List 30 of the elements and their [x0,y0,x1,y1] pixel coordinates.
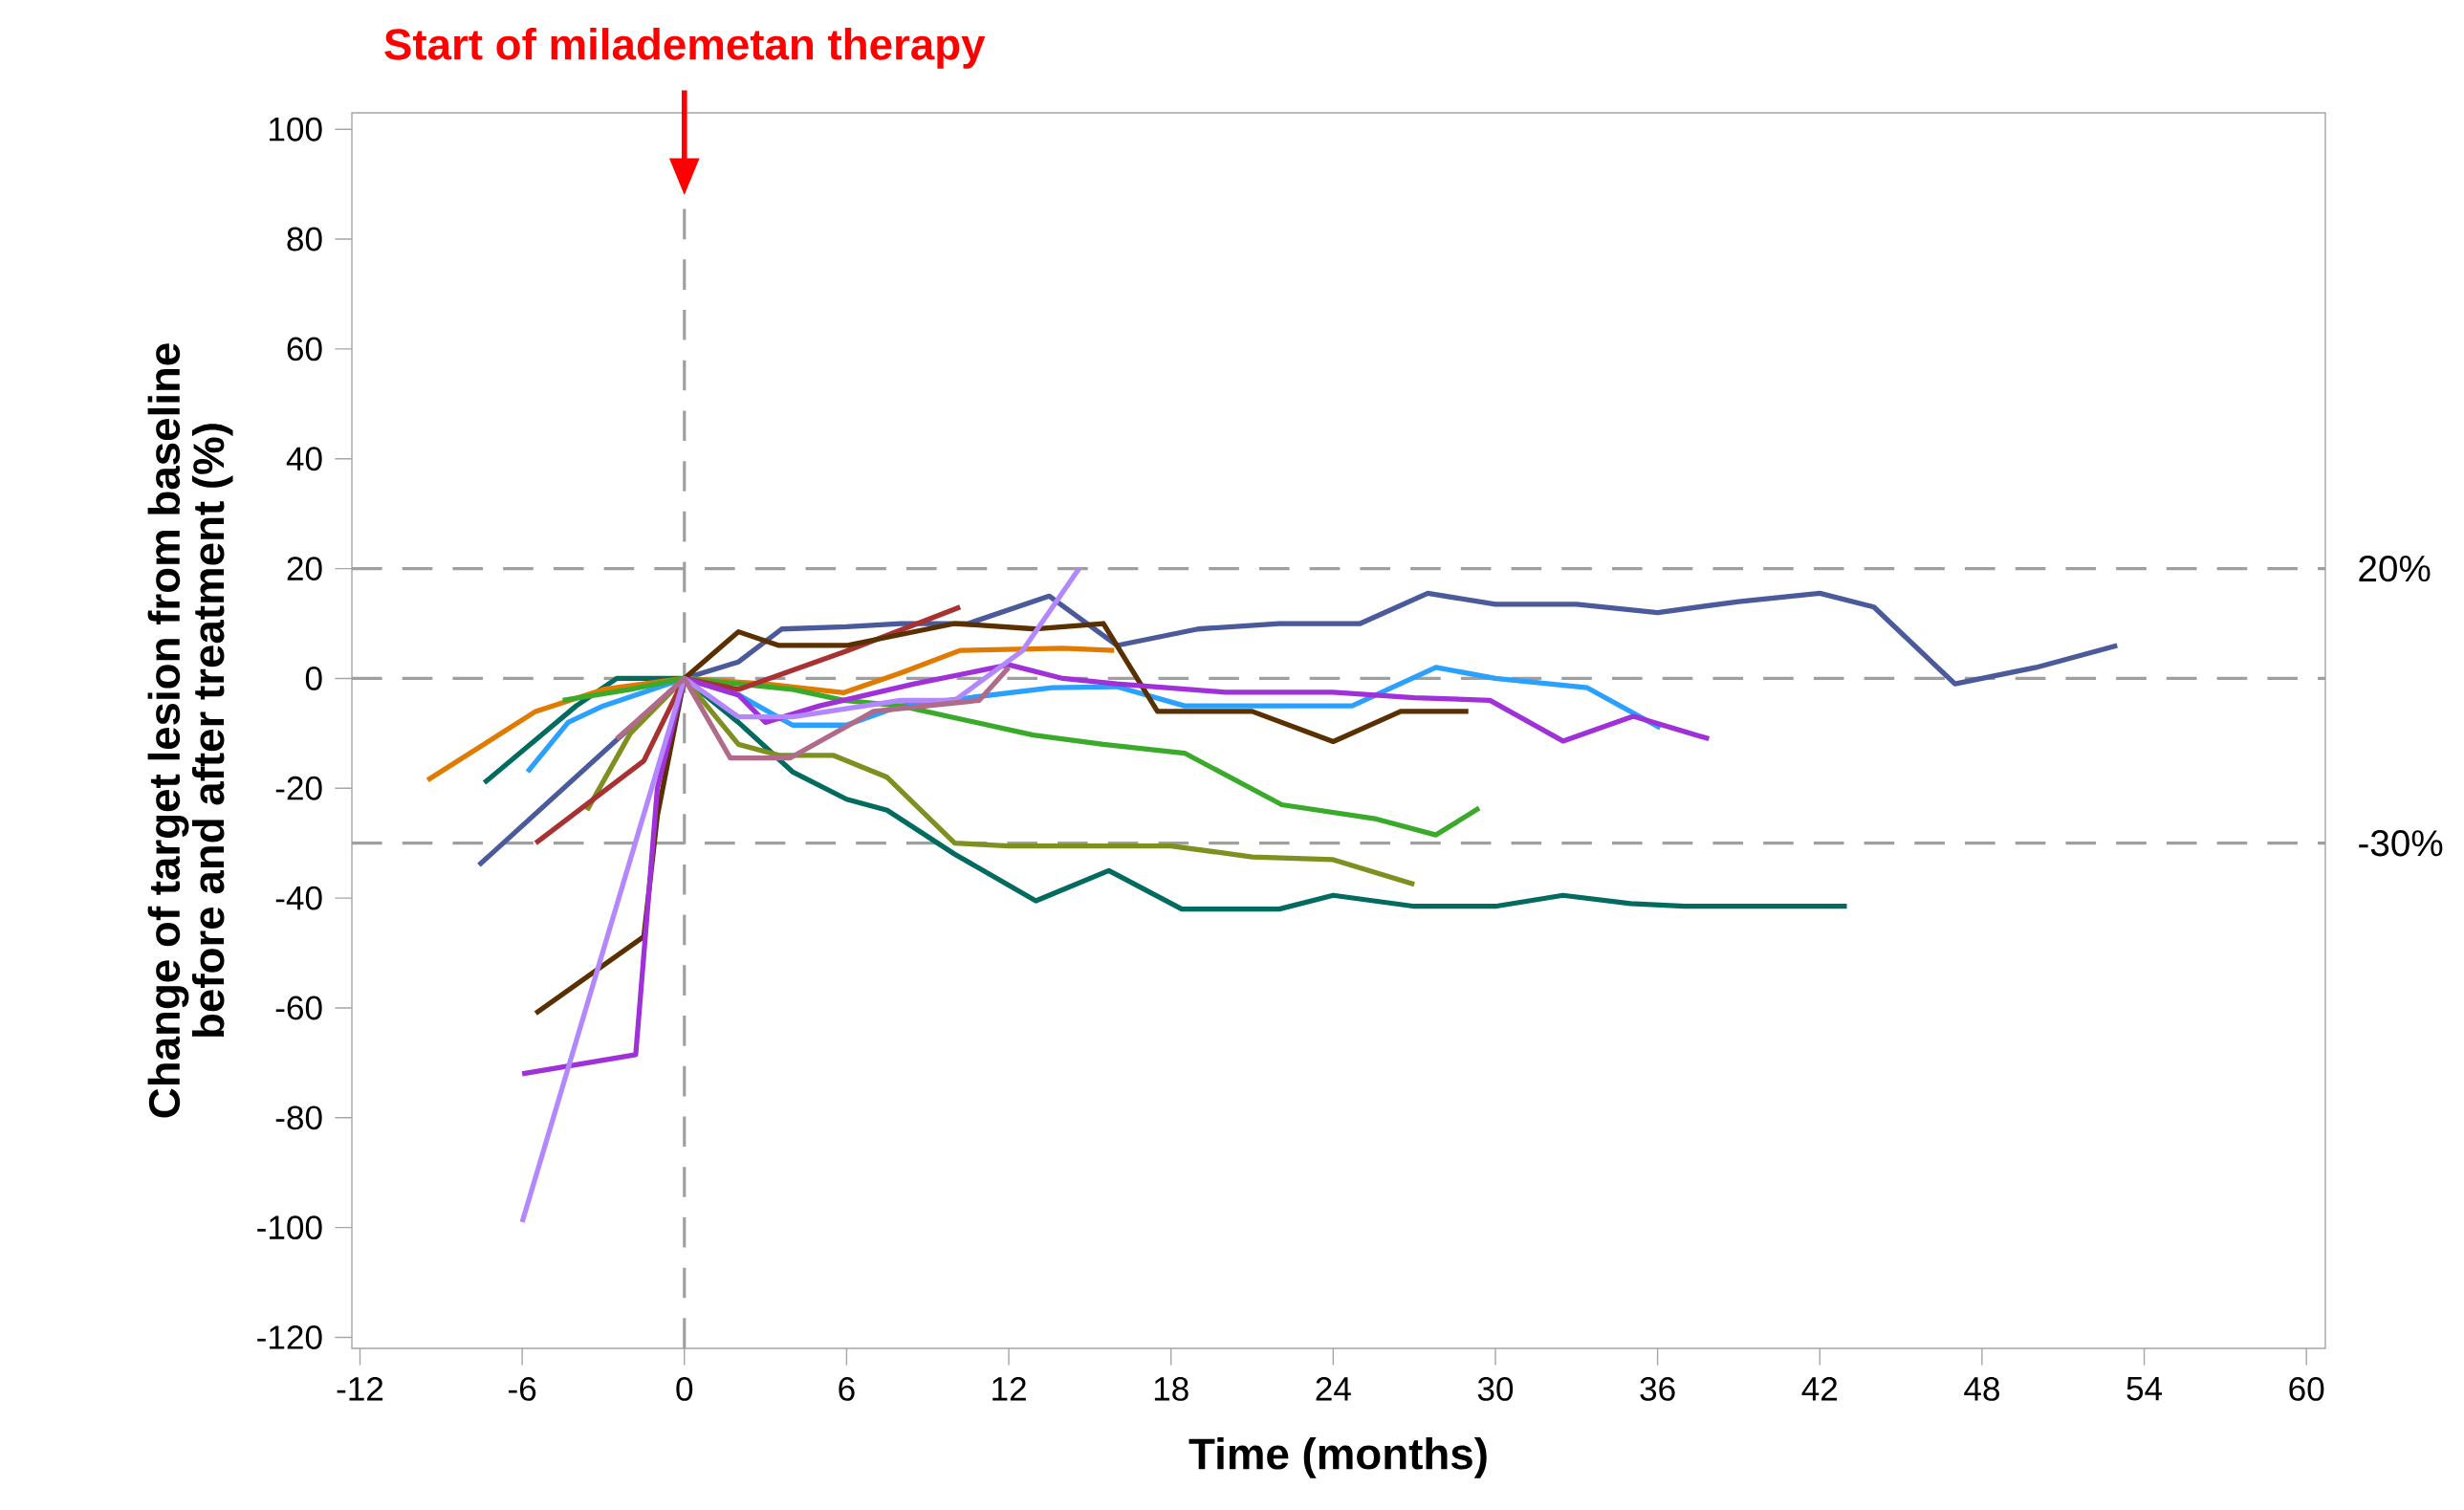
y-tick-label: 0 [305,667,322,690]
x-tick-label: 18 [1154,1376,1188,1401]
y-tick-label: -120 [257,1325,322,1349]
x-tick-label: 30 [1477,1376,1514,1401]
x-tick-label: 54 [2126,1376,2163,1401]
y-tick-label: 60 [287,337,322,361]
x-tick-label: 0 [676,1376,693,1401]
x-tick-label: 36 [1640,1376,1675,1401]
y-tick-label: -40 [275,886,322,910]
y-tick-label: -100 [257,1215,322,1240]
x-tick-label: 48 [1964,1376,1999,1401]
x-tick-label: 42 [1801,1376,1838,1401]
ref-line-label: 20% [2359,555,2431,582]
y-tick-label: -20 [275,776,322,800]
ref-line-label: -30% [2359,830,2443,857]
x-axis-title: Time (months) [1188,1437,1487,1478]
x-tick-label: -6 [509,1376,536,1401]
y-tick-label: 100 [270,117,322,142]
annotation: Start of milademetan therapy [384,28,986,69]
y-tick-label: 40 [286,447,322,471]
x-tick-label: 24 [1316,1376,1351,1401]
x-tick-label: 60 [2289,1376,2324,1401]
x-tick-label: 12 [992,1376,1026,1401]
x-tick-label: 6 [839,1376,855,1401]
y-tick-label: -80 [275,1105,322,1130]
x-tick-label: -12 [337,1376,383,1401]
y-tick-label: 80 [287,227,322,252]
y-axis-title: Change of target lesion from baseline before and after treatment (%) [147,343,233,1118]
y-tick-label: -60 [275,996,322,1020]
y-tick-label: 20 [287,557,322,581]
